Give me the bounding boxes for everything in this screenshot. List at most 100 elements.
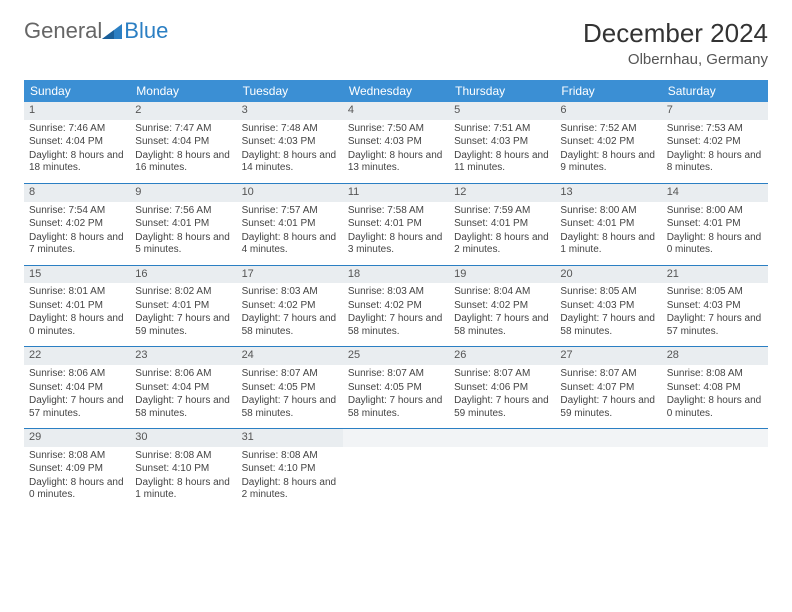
weekday-header: Friday (555, 80, 661, 102)
calendar-row: 22Sunrise: 8:06 AMSunset: 4:04 PMDayligh… (24, 347, 768, 429)
sunrise-line: Sunrise: 7:57 AM (242, 205, 338, 218)
calendar-day: 8Sunrise: 7:54 AMSunset: 4:02 PMDaylight… (24, 183, 130, 265)
month-title: December 2024 (583, 18, 768, 49)
calendar-day: 31Sunrise: 8:08 AMSunset: 4:10 PMDayligh… (237, 429, 343, 510)
sunrise-line: Sunrise: 8:07 AM (242, 368, 338, 381)
daylight-line: Daylight: 7 hours and 59 minutes. (454, 395, 550, 420)
day-number: 10 (237, 184, 343, 202)
day-number: 29 (24, 429, 130, 447)
daylight-line: Daylight: 7 hours and 57 minutes. (29, 395, 125, 420)
day-number: 28 (662, 347, 768, 365)
sunset-line: Sunset: 4:08 PM (667, 382, 763, 395)
sunset-line: Sunset: 4:01 PM (667, 218, 763, 231)
day-number: 16 (130, 266, 236, 284)
sunrise-line: Sunrise: 8:01 AM (29, 286, 125, 299)
day-body: Sunrise: 8:00 AMSunset: 4:01 PMDaylight:… (662, 202, 768, 265)
sunrise-line: Sunrise: 8:05 AM (560, 286, 656, 299)
sunrise-line: Sunrise: 7:56 AM (135, 205, 231, 218)
daylight-line: Daylight: 8 hours and 11 minutes. (454, 150, 550, 175)
sunset-line: Sunset: 4:03 PM (242, 136, 338, 149)
day-number: 20 (555, 266, 661, 284)
calendar-day: 22Sunrise: 8:06 AMSunset: 4:04 PMDayligh… (24, 347, 130, 429)
day-body (662, 447, 768, 499)
sunrise-line: Sunrise: 8:08 AM (667, 368, 763, 381)
day-body: Sunrise: 7:48 AMSunset: 4:03 PMDaylight:… (237, 120, 343, 183)
weekday-header: Saturday (662, 80, 768, 102)
sunset-line: Sunset: 4:01 PM (560, 218, 656, 231)
day-number: 2 (130, 102, 236, 120)
calendar-row: 1Sunrise: 7:46 AMSunset: 4:04 PMDaylight… (24, 102, 768, 183)
day-number: 23 (130, 347, 236, 365)
sunrise-line: Sunrise: 8:04 AM (454, 286, 550, 299)
sunset-line: Sunset: 4:02 PM (454, 300, 550, 313)
daylight-line: Daylight: 8 hours and 4 minutes. (242, 232, 338, 257)
sunrise-line: Sunrise: 8:07 AM (454, 368, 550, 381)
daylight-line: Daylight: 7 hours and 59 minutes. (560, 395, 656, 420)
day-body: Sunrise: 7:54 AMSunset: 4:02 PMDaylight:… (24, 202, 130, 265)
day-body: Sunrise: 8:07 AMSunset: 4:06 PMDaylight:… (449, 365, 555, 428)
calendar-day: 4Sunrise: 7:50 AMSunset: 4:03 PMDaylight… (343, 102, 449, 183)
day-body: Sunrise: 8:08 AMSunset: 4:10 PMDaylight:… (130, 447, 236, 510)
day-body: Sunrise: 8:06 AMSunset: 4:04 PMDaylight:… (130, 365, 236, 428)
calendar-day: 13Sunrise: 8:00 AMSunset: 4:01 PMDayligh… (555, 183, 661, 265)
day-number: 22 (24, 347, 130, 365)
calendar-day: 27Sunrise: 8:07 AMSunset: 4:07 PMDayligh… (555, 347, 661, 429)
daylight-line: Daylight: 8 hours and 5 minutes. (135, 232, 231, 257)
day-number (343, 429, 449, 447)
day-number: 11 (343, 184, 449, 202)
logo-text-2: Blue (124, 18, 168, 44)
day-number: 15 (24, 266, 130, 284)
sunset-line: Sunset: 4:04 PM (29, 382, 125, 395)
calendar-day: 14Sunrise: 8:00 AMSunset: 4:01 PMDayligh… (662, 183, 768, 265)
calendar-day: 25Sunrise: 8:07 AMSunset: 4:05 PMDayligh… (343, 347, 449, 429)
day-body (555, 447, 661, 499)
calendar-day: 30Sunrise: 8:08 AMSunset: 4:10 PMDayligh… (130, 429, 236, 510)
calendar-day: 12Sunrise: 7:59 AMSunset: 4:01 PMDayligh… (449, 183, 555, 265)
calendar-day: 1Sunrise: 7:46 AMSunset: 4:04 PMDaylight… (24, 102, 130, 183)
sunrise-line: Sunrise: 7:46 AM (29, 123, 125, 136)
day-body: Sunrise: 8:08 AMSunset: 4:08 PMDaylight:… (662, 365, 768, 428)
sunset-line: Sunset: 4:03 PM (348, 136, 444, 149)
day-number: 30 (130, 429, 236, 447)
sunrise-line: Sunrise: 7:52 AM (560, 123, 656, 136)
daylight-line: Daylight: 7 hours and 58 minutes. (348, 395, 444, 420)
sunrise-line: Sunrise: 7:54 AM (29, 205, 125, 218)
daylight-line: Daylight: 7 hours and 58 minutes. (348, 313, 444, 338)
sunset-line: Sunset: 4:02 PM (348, 300, 444, 313)
sunset-line: Sunset: 4:09 PM (29, 463, 125, 476)
daylight-line: Daylight: 8 hours and 7 minutes. (29, 232, 125, 257)
day-body: Sunrise: 8:06 AMSunset: 4:04 PMDaylight:… (24, 365, 130, 428)
day-number: 3 (237, 102, 343, 120)
daylight-line: Daylight: 8 hours and 8 minutes. (667, 150, 763, 175)
weekday-header: Monday (130, 80, 236, 102)
calendar-row: 15Sunrise: 8:01 AMSunset: 4:01 PMDayligh… (24, 265, 768, 347)
day-number: 12 (449, 184, 555, 202)
day-number: 24 (237, 347, 343, 365)
logo: General Blue (24, 18, 168, 44)
sunset-line: Sunset: 4:06 PM (454, 382, 550, 395)
weekday-header: Thursday (449, 80, 555, 102)
day-body: Sunrise: 7:50 AMSunset: 4:03 PMDaylight:… (343, 120, 449, 183)
calendar-empty (449, 429, 555, 510)
day-body: Sunrise: 8:01 AMSunset: 4:01 PMDaylight:… (24, 283, 130, 346)
calendar-day: 16Sunrise: 8:02 AMSunset: 4:01 PMDayligh… (130, 265, 236, 347)
daylight-line: Daylight: 8 hours and 0 minutes. (29, 313, 125, 338)
sunrise-line: Sunrise: 7:51 AM (454, 123, 550, 136)
sunrise-line: Sunrise: 7:59 AM (454, 205, 550, 218)
daylight-line: Daylight: 7 hours and 58 minutes. (560, 313, 656, 338)
sunrise-line: Sunrise: 8:07 AM (348, 368, 444, 381)
day-body: Sunrise: 8:07 AMSunset: 4:05 PMDaylight:… (237, 365, 343, 428)
day-number: 8 (24, 184, 130, 202)
calendar-day: 18Sunrise: 8:03 AMSunset: 4:02 PMDayligh… (343, 265, 449, 347)
sunset-line: Sunset: 4:03 PM (560, 300, 656, 313)
weekday-header: Tuesday (237, 80, 343, 102)
sunrise-line: Sunrise: 8:08 AM (242, 450, 338, 463)
daylight-line: Daylight: 7 hours and 58 minutes. (242, 395, 338, 420)
daylight-line: Daylight: 8 hours and 2 minutes. (454, 232, 550, 257)
sunset-line: Sunset: 4:01 PM (135, 218, 231, 231)
day-body: Sunrise: 8:03 AMSunset: 4:02 PMDaylight:… (237, 283, 343, 346)
day-number (662, 429, 768, 447)
day-number: 5 (449, 102, 555, 120)
sunset-line: Sunset: 4:03 PM (667, 300, 763, 313)
day-number: 1 (24, 102, 130, 120)
